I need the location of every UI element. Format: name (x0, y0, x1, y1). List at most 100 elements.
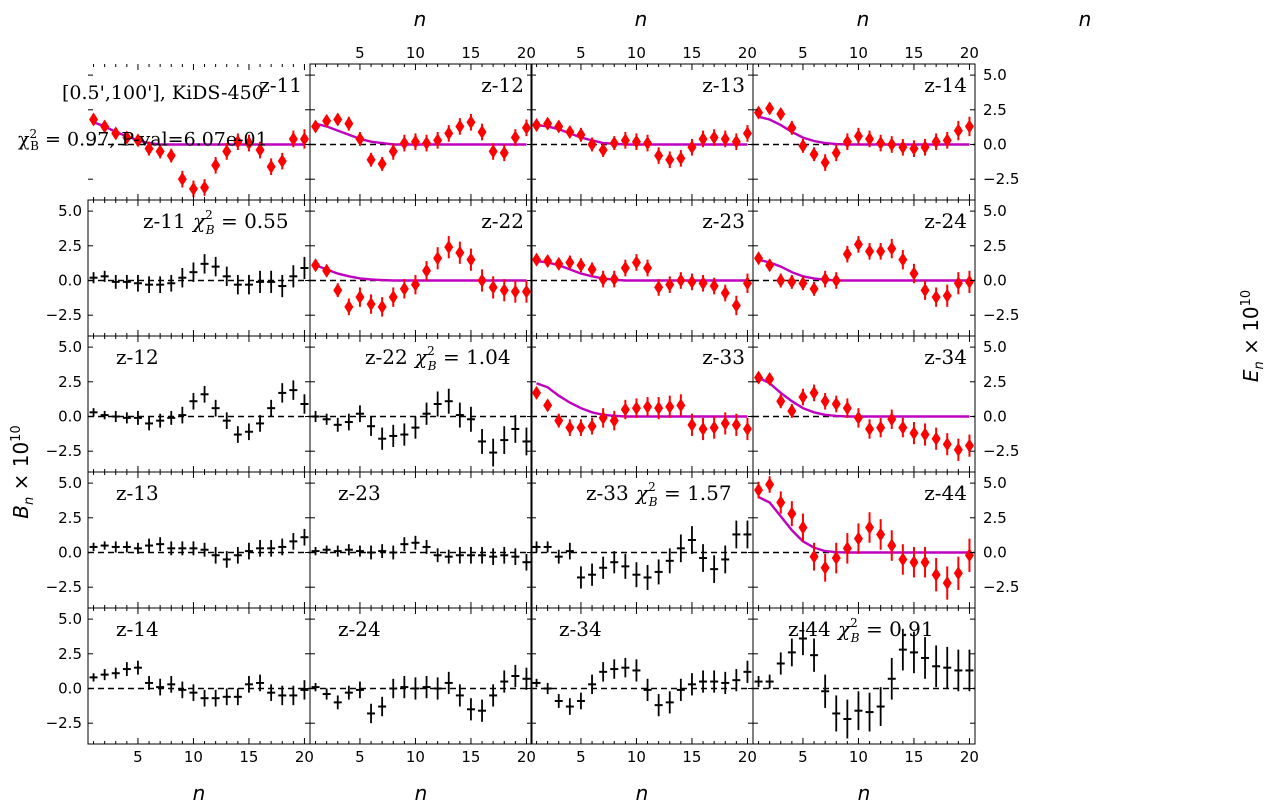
e-point (299, 131, 309, 146)
e-point (654, 280, 664, 295)
e-point (709, 130, 719, 145)
e-point (355, 131, 365, 146)
e-point (876, 420, 886, 435)
b-panel-label: z-34 (559, 617, 602, 641)
e-point (554, 256, 564, 271)
e-point (587, 419, 597, 434)
e-point (444, 126, 454, 141)
e-point (731, 134, 741, 149)
e-point (698, 276, 708, 291)
chi2-sup: 2 (29, 127, 38, 141)
b-panel-label: z-12 (116, 345, 159, 369)
panel-frame (309, 607, 533, 745)
right-y-axis-label: En × 1010 (1239, 290, 1267, 382)
e-point (355, 290, 365, 305)
e-point (953, 123, 963, 138)
y-tick-label: −2.5 (983, 306, 1019, 324)
e-point (288, 131, 298, 146)
e-point (798, 390, 808, 405)
e-point (477, 273, 487, 288)
e-point (876, 244, 886, 259)
e-point (455, 119, 465, 134)
e-point (742, 276, 752, 291)
e-point (377, 299, 387, 314)
e-point (587, 137, 597, 152)
e-panel-label: z-11 (259, 73, 302, 97)
e-point (931, 290, 941, 305)
e-point (654, 401, 664, 416)
b-panel-label: z-14 (116, 617, 159, 641)
e-point (842, 134, 852, 149)
e-point (576, 420, 586, 435)
e-point (776, 495, 786, 510)
x-tick-label: 20 (517, 44, 536, 62)
e-point (665, 277, 675, 292)
e-point (931, 134, 941, 149)
e-point (543, 116, 553, 131)
b-panel-chi2: χ2 B = 1.04 (413, 344, 511, 373)
e-point (931, 567, 941, 582)
e-point (754, 105, 764, 120)
x-tick-label: 15 (239, 748, 258, 766)
y-tick-label: 5.0 (58, 338, 82, 356)
e-point (543, 254, 553, 269)
e-point (942, 576, 952, 591)
e-point (765, 258, 775, 273)
y-tick-label: 0.0 (983, 543, 1007, 561)
e-panel-label: z-24 (924, 209, 967, 233)
bottom-x-axis-label: n (636, 781, 649, 805)
e-point (654, 148, 664, 163)
e-point (853, 237, 863, 252)
e-point (598, 143, 608, 158)
e-point (720, 416, 730, 431)
x-tick-label: 20 (738, 748, 757, 766)
e-point (765, 477, 775, 492)
e-point (687, 417, 697, 432)
x-tick-label: 20 (295, 748, 314, 766)
e-point (898, 420, 908, 435)
e-point (920, 427, 930, 442)
y-tick-label: 0.0 (983, 271, 1007, 289)
e-point (609, 272, 619, 287)
e-point (920, 555, 930, 570)
e-point (953, 566, 963, 581)
e-panel-label: z-12 (481, 73, 524, 97)
e-point (676, 398, 686, 413)
e-point (865, 520, 875, 535)
x-tick-label: 20 (517, 748, 536, 766)
e-point (100, 119, 110, 134)
y-tick-label: −2.5 (983, 442, 1019, 460)
e-point (598, 410, 608, 425)
e-point (964, 548, 974, 563)
e-point (643, 136, 653, 151)
e-point (964, 119, 974, 134)
x-tick-label: 20 (960, 748, 979, 766)
y-tick-label: −2.5 (983, 170, 1019, 188)
info-chi2-label: χ2B = 0.97, P-val=6.07e-01 (18, 127, 268, 153)
x-tick-label: 10 (406, 44, 425, 62)
y-tick-label: 5.0 (58, 610, 82, 628)
e-point (820, 560, 830, 575)
e-point (687, 274, 697, 289)
e-point (488, 280, 498, 295)
e-point (909, 555, 919, 570)
e-point (565, 255, 575, 270)
y-tick-label: 0.0 (983, 407, 1007, 425)
e-point (676, 151, 686, 166)
e-point (609, 413, 619, 428)
e-point (643, 261, 653, 275)
e-point (731, 417, 741, 432)
e-point (853, 531, 863, 546)
y-tick-label: 5.0 (58, 474, 82, 492)
e-point (842, 401, 852, 416)
e-point (266, 159, 276, 174)
e-point (787, 403, 797, 418)
b-panel-label: z-33 (586, 481, 629, 505)
y-tick-label: 5.0 (58, 202, 82, 220)
e-point (620, 402, 630, 417)
e-point (742, 421, 752, 436)
e-point (521, 120, 531, 135)
bottom-x-axis-label: n (858, 781, 871, 805)
e-point (422, 136, 432, 151)
e-point (920, 283, 930, 298)
